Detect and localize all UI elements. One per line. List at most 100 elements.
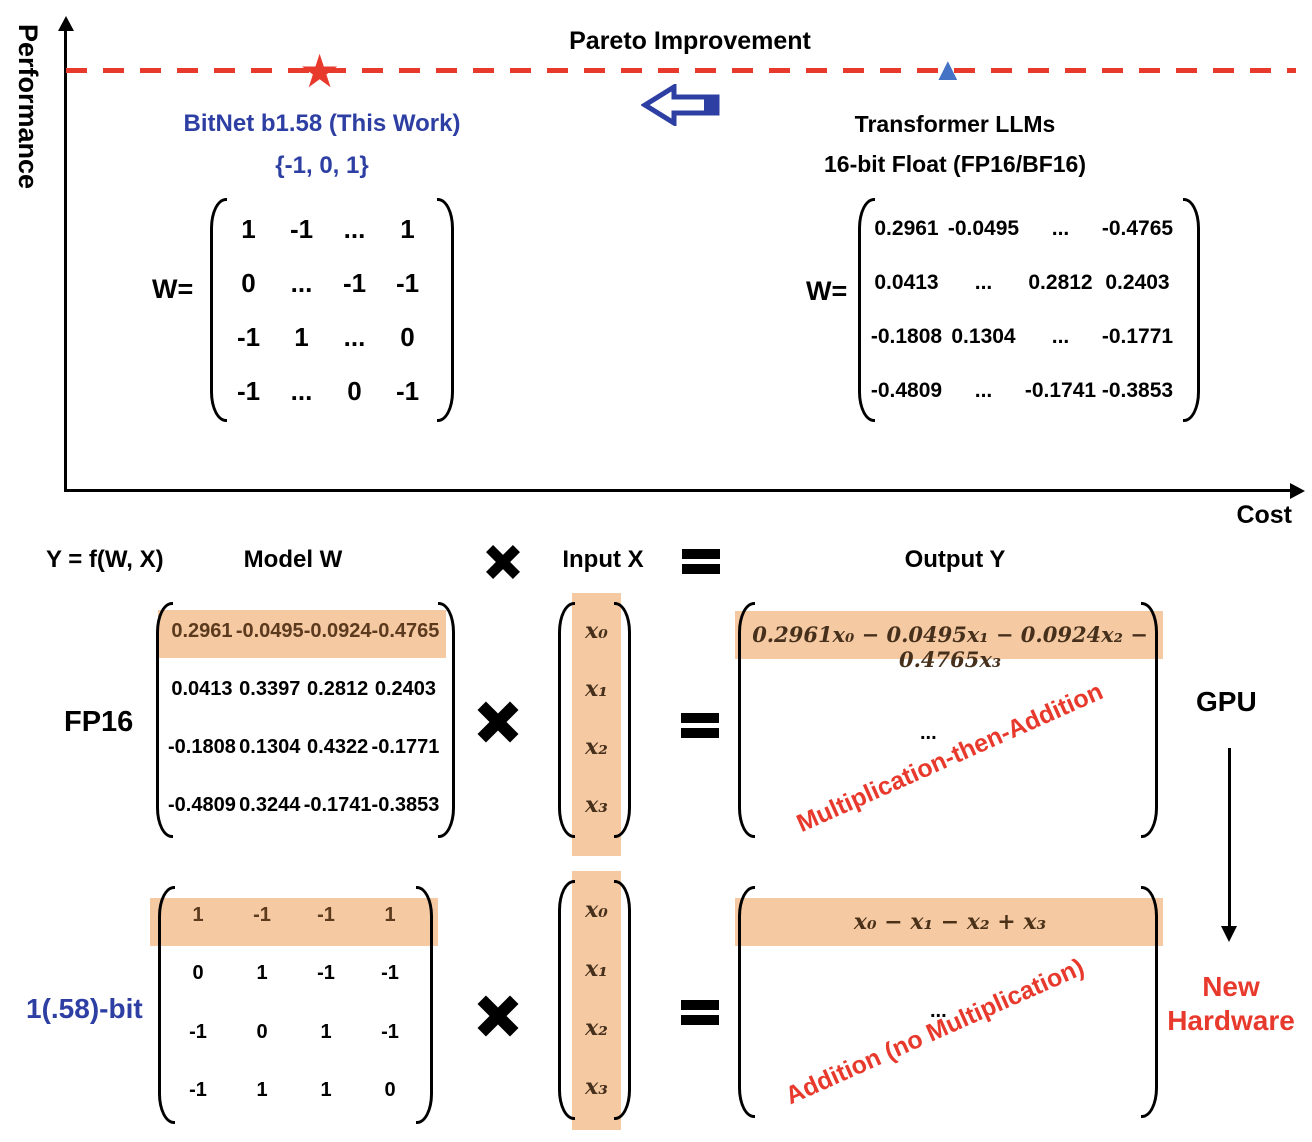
- matrix-cell: -0.1808: [870, 325, 943, 348]
- matrix-cell: 0.0413: [874, 271, 939, 294]
- bit158-annotation: Addition (no Multiplication): [781, 952, 1089, 1111]
- input-x-vector: x₀ x₁ x₂ x₃: [572, 602, 621, 834]
- matrix-cell: -1: [395, 267, 420, 298]
- equation-lhs: Y = f(W, X): [46, 546, 164, 573]
- fp16-output-row: 0.2961x₀ − 0.0495x₁ − 0.0924x₂ − 0.4765x…: [752, 622, 1148, 672]
- vector-cell: x₀: [585, 618, 608, 644]
- input-x-vector: x₀ x₁ x₂ x₃: [572, 880, 621, 1116]
- bit158-output-highlight-band: [735, 898, 1163, 946]
- matrix-cell: -1: [253, 903, 271, 926]
- pareto-improvement-arrow-icon: [641, 84, 720, 126]
- gpu-to-hardware-arrow-line: [1228, 748, 1231, 928]
- matrix-cell: 1: [294, 321, 309, 352]
- matrix-cell: -0.3853: [371, 793, 440, 816]
- matrix-cell: 0: [347, 375, 362, 406]
- input-x-highlight-band: [572, 593, 621, 856]
- x-axis-label: Cost: [1236, 501, 1292, 529]
- matrix-cell: -1: [236, 321, 261, 352]
- bit158-label: 1(.58)-bit: [26, 993, 143, 1024]
- matrix-cell: -0.1771: [1101, 325, 1174, 348]
- matrix-cell: 1: [241, 213, 256, 244]
- matrix-cell: ...: [1051, 325, 1070, 348]
- matrix-cell: -1: [381, 1020, 399, 1043]
- matrix-cell: -0.0495: [235, 619, 304, 642]
- x-axis-arrowhead-icon: [1290, 483, 1305, 499]
- matrix-cell: 1: [192, 903, 204, 926]
- matrix-cell: 0.2403: [374, 677, 437, 700]
- times-icon: [478, 996, 518, 1036]
- matrix-cell: ...: [290, 375, 313, 406]
- matrix-cell: -0.3853: [1101, 379, 1174, 402]
- equals-icon: [682, 547, 720, 575]
- matrix-cell: ...: [974, 379, 993, 402]
- matrix-cell: -0.4765: [371, 619, 440, 642]
- matrix-cell: -0.1771: [371, 735, 440, 758]
- vector-cell: x₂: [585, 734, 608, 760]
- matrix-cell: 0.2812: [307, 677, 369, 700]
- bitnet-w-label: W=: [152, 274, 194, 304]
- bitnet-title: BitNet b1.58 (This Work): [183, 110, 461, 137]
- matrix-cell: -0.4809: [870, 379, 943, 402]
- matrix-cell: ...: [343, 321, 366, 352]
- bit158-matrix: 1 -1 -1 1 0 1 -1 -1 -1 0 1 -1 -1 1 1 0: [166, 886, 422, 1120]
- matrix-cell: 0: [192, 962, 204, 985]
- transformer-title: Transformer LLMs: [854, 111, 1056, 137]
- output-y-label: Output Y: [904, 546, 1006, 573]
- matrix-cell: ...: [290, 267, 313, 298]
- fp16-output-ellipsis: ...: [920, 722, 937, 744]
- matrix-cell: -0.4809: [168, 793, 236, 816]
- matrix-cell: -1: [289, 213, 314, 244]
- transformer-matrix: 0.2961 -0.0495 ... -0.4765 0.0413 ... 0.…: [868, 202, 1176, 418]
- chart-title: Pareto Improvement: [569, 27, 811, 55]
- bracket-icon: [438, 602, 455, 838]
- matrix-cell: 0.2961: [171, 619, 233, 642]
- matrix-cell: -1: [236, 375, 261, 406]
- bit158-output-row: x₀ − x₁ − x₂ + x₃: [853, 909, 1047, 935]
- new-hardware-label: New Hardware: [1167, 971, 1295, 1036]
- matrix-cell: 0.1304: [951, 325, 1016, 348]
- matrix-cell: 0: [256, 1020, 268, 1043]
- matrix-cell: -1: [317, 962, 335, 985]
- vector-cell: x₁: [585, 955, 608, 982]
- matrix-cell: -1: [189, 1020, 207, 1043]
- matrix-cell: -0.1741: [303, 793, 372, 816]
- matrix-cell: ...: [1051, 217, 1070, 240]
- matrix-cell: 1: [320, 1079, 332, 1102]
- matrix-cell: -0.1741: [1024, 379, 1097, 402]
- matrix-cell: 0: [400, 321, 415, 352]
- transformer-w-label: W=: [806, 276, 848, 306]
- matrix-cell: 1: [384, 903, 396, 926]
- times-icon: [478, 702, 518, 742]
- matrix-cell: -0.1808: [168, 735, 236, 758]
- transformer-triangle-icon: ▲: [932, 51, 964, 87]
- bit158-highlight-band: [150, 898, 438, 946]
- matrix-cell: -0.0495: [947, 217, 1020, 240]
- vector-cell: x₁: [585, 676, 608, 702]
- matrix-cell: 1: [256, 1079, 268, 1102]
- bitnet-star-icon: ★: [299, 45, 341, 97]
- x-axis-line: [64, 489, 1292, 492]
- y-axis-arrowhead-icon: [58, 16, 74, 31]
- matrix-cell: 0.2812: [1028, 271, 1093, 294]
- matrix-cell: -1: [317, 903, 335, 926]
- matrix-cell: -1: [381, 962, 399, 985]
- matrix-cell: 1: [320, 1020, 332, 1043]
- input-x-highlight-band: [572, 871, 621, 1130]
- fp16-matrix: 0.2961 -0.0495 -0.0924 -0.4765 0.0413 0.…: [168, 602, 439, 834]
- y-axis-label: Performance: [13, 24, 43, 190]
- bit158-output-ellipsis: ...: [930, 1000, 947, 1022]
- equals-icon: [681, 998, 719, 1026]
- model-w-label: Model W: [243, 546, 343, 573]
- matrix-cell: 0.2961: [874, 217, 939, 240]
- matrix-cell: -1: [342, 267, 367, 298]
- matrix-cell: -1: [189, 1079, 207, 1102]
- fp16-annotation: Multiplication-then-Addition: [792, 677, 1108, 838]
- vector-cell: x₀: [585, 896, 608, 923]
- vector-cell: x₃: [585, 792, 608, 818]
- vector-cell: x₃: [585, 1073, 608, 1100]
- matrix-cell: 1: [256, 962, 268, 985]
- matrix-cell: ...: [343, 213, 366, 244]
- input-x-label: Input X: [562, 546, 644, 573]
- matrix-cell: 0.3397: [239, 677, 301, 700]
